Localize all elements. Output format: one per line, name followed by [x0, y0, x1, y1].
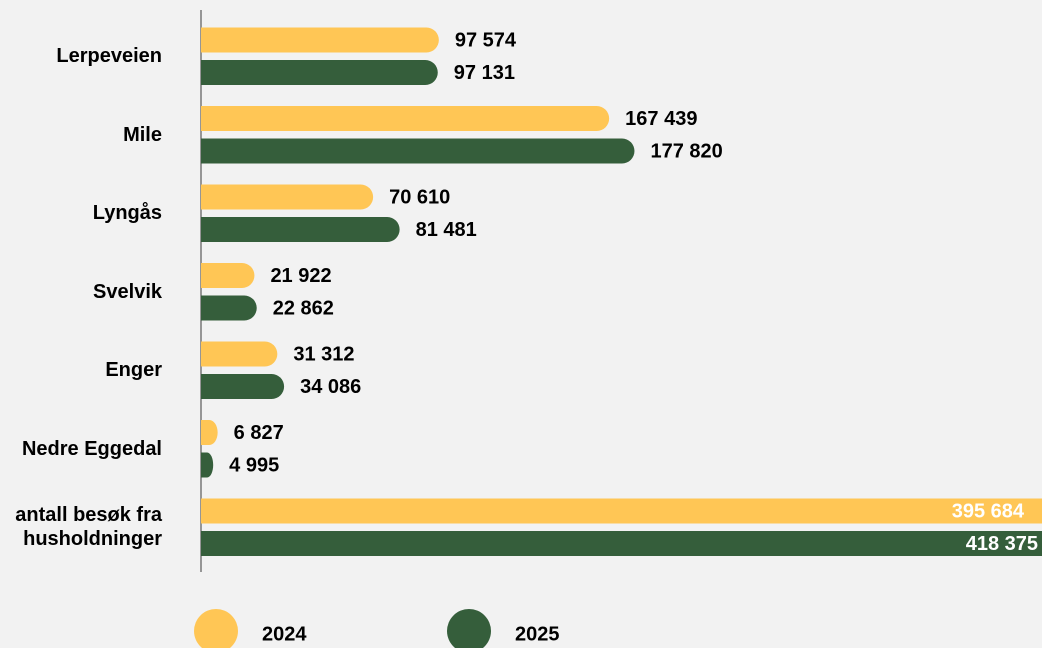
category-label: Nedre Eggedal [21, 437, 162, 460]
value-label: 97 131 [454, 62, 515, 84]
bar [201, 295, 257, 321]
value-label: 4 995 [229, 454, 279, 476]
value-label: 81 481 [416, 219, 477, 241]
bar [201, 420, 218, 445]
value-label: 97 574 [455, 29, 517, 51]
bar [201, 341, 278, 367]
bar [201, 498, 1042, 524]
value-label: 34 086 [300, 376, 361, 398]
value-label: 395 684 [952, 500, 1025, 522]
category-label: Enger [105, 359, 162, 381]
value-label: 167 439 [625, 108, 697, 130]
bar [201, 374, 285, 399]
value-label: 6 827 [234, 422, 284, 444]
value-label: 177 820 [650, 140, 722, 162]
bar [201, 452, 214, 478]
category-label: Svelvik [93, 280, 162, 303]
legend-label: 2025 [515, 623, 560, 645]
bar [201, 217, 400, 242]
category-label: Lerpeveien [56, 45, 162, 67]
bar [201, 105, 610, 131]
bar [201, 531, 1042, 556]
value-label: 21 922 [270, 265, 331, 287]
bar [201, 27, 439, 53]
bar [201, 60, 438, 85]
category-label: Lyngås [92, 202, 162, 224]
bar [201, 184, 374, 210]
value-label: 418 375 [966, 533, 1038, 555]
legend-label: 2024 [262, 623, 307, 645]
legend-swatch [194, 609, 238, 648]
value-label: 22 862 [273, 297, 334, 319]
category-label: antall besøk fra husholdninger [15, 504, 162, 550]
legend-swatch [447, 609, 491, 648]
category-label: Mile [123, 123, 162, 146]
bar [201, 263, 255, 288]
bar [201, 138, 635, 164]
value-label: 70 610 [389, 186, 450, 208]
value-label: 31 312 [293, 343, 354, 365]
